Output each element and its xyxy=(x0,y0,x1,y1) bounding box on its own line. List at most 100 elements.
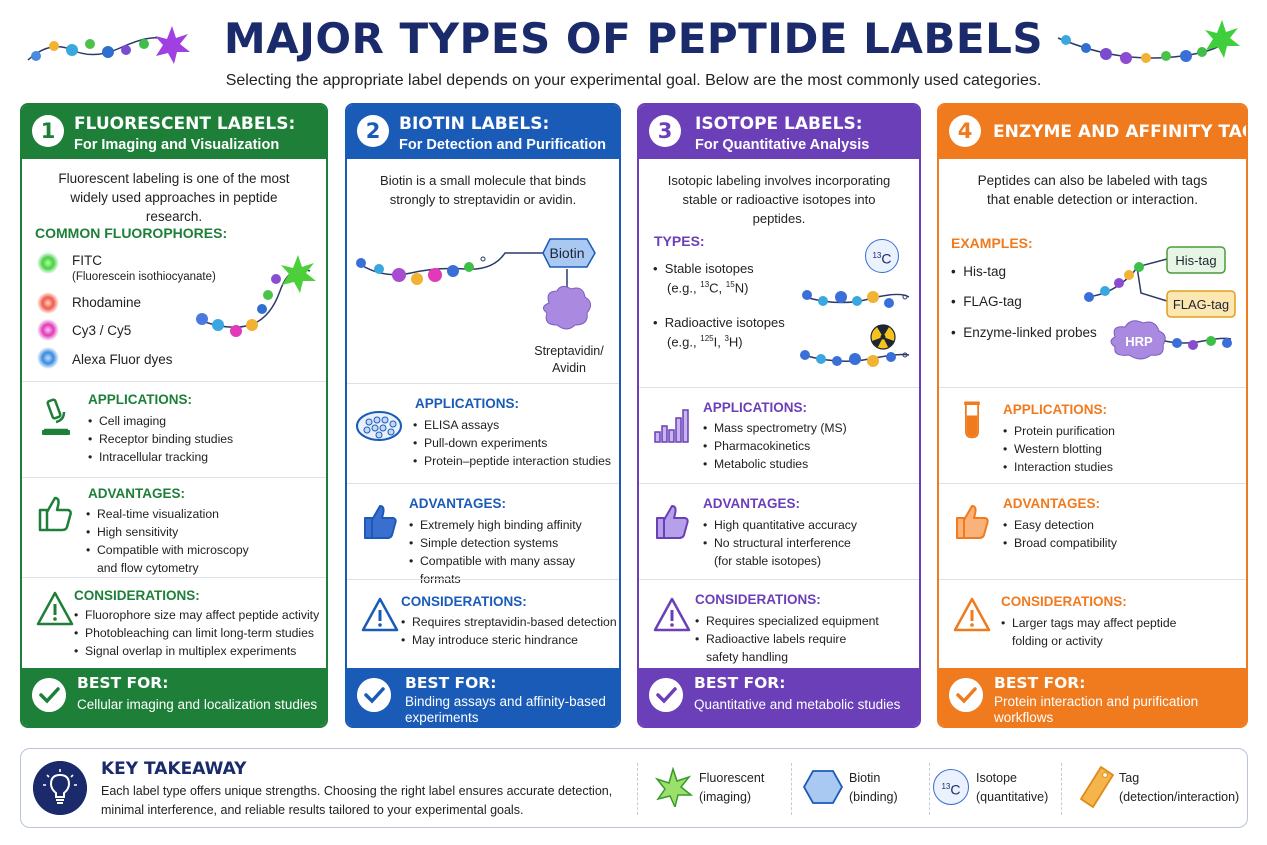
advantages-list: Real-time visualization High sensitivity… xyxy=(86,505,249,577)
advantages-title: ADVANTAGES: xyxy=(409,496,506,511)
type-example: (e.g., 13C, 15N) xyxy=(667,280,748,295)
legend-biotin: Biotin (binding) xyxy=(803,757,933,819)
example-name: FLAG-tag xyxy=(963,294,1022,309)
considerations-list: Requires streptavidin-based detection Ma… xyxy=(401,613,617,649)
divider xyxy=(791,763,792,815)
considerations-list: Fluorophore size may affect peptide acti… xyxy=(74,606,319,660)
takeaway-title: KEY TAKEAWAY xyxy=(101,759,247,779)
biotin-label: Biotin xyxy=(549,245,584,261)
tag-icon xyxy=(1080,766,1114,808)
hexagon-icon xyxy=(803,770,843,804)
legend-sub: (imaging) xyxy=(699,790,752,804)
divider xyxy=(637,763,638,815)
legend-sub: (binding) xyxy=(849,790,898,804)
considerations-title: CONSIDERATIONS: xyxy=(74,588,200,603)
takeaway-text: Each label type offers unique strengths.… xyxy=(101,784,613,817)
example-prefix: (e.g., xyxy=(667,334,701,350)
applications-section: APPLICATIONS: Protein purification Weste… xyxy=(939,387,1246,483)
thumbs-up-icon xyxy=(956,505,989,539)
best-for-text: Quantitative and metabolic studies xyxy=(694,697,901,712)
avidin-label: Avidin xyxy=(552,361,586,373)
bullet: • xyxy=(951,294,964,309)
column-title: ISOTOPE LABELS: xyxy=(695,114,863,134)
element: I, xyxy=(713,334,725,350)
mass-number: 13 xyxy=(872,251,882,260)
list-item: Protein–peptide interaction studies xyxy=(413,452,611,470)
list-item: Signal overlap in multiplex experiments xyxy=(74,642,319,660)
column-subtitle: For Quantitative Analysis xyxy=(695,137,870,153)
peptide-chain-left-icon xyxy=(27,26,190,64)
advantages-list: Easy detection Broad compatibility xyxy=(1003,516,1117,552)
advantages-title: ADVANTAGES: xyxy=(1003,496,1100,511)
mass-number: 3 xyxy=(724,334,729,343)
fluorophore-item: Rhodamine xyxy=(72,295,142,310)
legend-sub: (detection/interaction) xyxy=(1119,790,1240,804)
peptide-chain-right-icon xyxy=(1057,20,1240,64)
fluorescent-peptide-icon xyxy=(196,255,316,337)
column-number: 1 xyxy=(32,115,64,147)
advantages-title: ADVANTAGES: xyxy=(703,496,800,511)
column-number: 2 xyxy=(357,115,389,147)
best-for-title: BEST FOR: xyxy=(994,674,1086,692)
advantages-section: ADVANTAGES: Easy detection Broad compati… xyxy=(939,483,1246,579)
list-item: High quantitative accuracy xyxy=(703,516,857,534)
best-for-title: BEST FOR: xyxy=(694,674,786,692)
legend-name: Biotin xyxy=(849,771,881,785)
considerations-list: Requires specialized equipment Radioacti… xyxy=(695,612,879,666)
applications-title: APPLICATIONS: xyxy=(415,396,519,411)
fluorophore-item: FITC xyxy=(72,253,102,268)
thumbs-up-icon xyxy=(656,505,689,539)
column-header: 1 FLUORESCENT LABELS: For Imaging and Vi… xyxy=(22,105,326,159)
considerations-section: CONSIDERATIONS: Requires specialized equ… xyxy=(639,579,919,671)
list-item: Receptor binding studies xyxy=(88,430,233,448)
best-for-banner: BEST FOR: Binding assays and affinity-ba… xyxy=(347,668,619,726)
list-item: Interaction studies xyxy=(1003,458,1115,476)
best-for-title: BEST FOR: xyxy=(405,674,497,692)
applications-list: Cell imaging Receptor binding studies In… xyxy=(88,412,233,466)
column-number: 4 xyxy=(949,115,981,147)
warning-icon xyxy=(36,591,74,626)
considerations-list: Larger tags may affect peptide folding o… xyxy=(1001,614,1176,650)
warning-icon xyxy=(361,597,399,632)
element: H) xyxy=(728,334,743,350)
fluorophores-heading: COMMON FLUOROPHORES: xyxy=(35,225,228,241)
lightbulb-icon xyxy=(33,761,87,815)
column-title: ENZYME AND AFFINITY TAGS xyxy=(993,122,1248,142)
test-tube-icon xyxy=(964,401,980,439)
example-item: • FLAG-tag xyxy=(951,294,1022,309)
column-title: BIOTIN LABELS: xyxy=(399,114,550,134)
column-subtitle: For Imaging and Visualization xyxy=(74,137,280,153)
check-icon xyxy=(949,678,983,712)
isotope-badge-icon: 13C xyxy=(933,769,969,805)
mass-number: 13 xyxy=(700,280,710,289)
applications-section: APPLICATIONS: Mass spectrometry (MS) Pha… xyxy=(639,387,919,483)
check-icon xyxy=(649,678,683,712)
column-tags: 4 ENZYME AND AFFINITY TAGS Peptides can … xyxy=(937,103,1248,728)
column-title: FLUORESCENT LABELS: xyxy=(74,114,296,134)
list-item: folding or activity xyxy=(1012,634,1103,648)
warning-icon xyxy=(653,597,691,632)
list-item: Compatible with microscopy xyxy=(86,541,249,559)
best-for-text: Cellular imaging and localization studie… xyxy=(77,697,318,712)
advantages-section: ADVANTAGES: Extremely high binding affin… xyxy=(347,483,619,586)
column-subtitle: For Detection and Purification xyxy=(399,137,607,153)
advantages-list: Extremely high binding affinity Simple d… xyxy=(409,516,619,588)
applications-title: APPLICATIONS: xyxy=(88,392,192,407)
element: C xyxy=(950,781,961,798)
list-item: Pharmacokinetics xyxy=(703,437,847,455)
legend-name: Tag xyxy=(1119,771,1140,785)
column-header: 3 ISOTOPE LABELS: For Quantitative Analy… xyxy=(639,105,919,159)
type-item: • Stable isotopes xyxy=(653,261,754,276)
list-item: Photobleaching can limit long-term studi… xyxy=(74,624,319,642)
microscope-icon xyxy=(42,398,70,435)
list-item: Extremely high binding affinity xyxy=(409,516,619,534)
type-item: • Radioactive isotopes xyxy=(653,315,785,330)
fluorescent-star-icon xyxy=(654,767,693,807)
mass-number: 15 xyxy=(725,280,735,289)
best-for-title: BEST FOR: xyxy=(77,674,169,692)
element: C xyxy=(881,250,892,267)
list-item: Simple detection systems xyxy=(409,534,619,552)
fluorophore-item: Alexa Fluor dyes xyxy=(72,352,173,367)
list-item: Requires specialized equipment xyxy=(695,612,879,630)
list-item: and flow cytometry xyxy=(97,561,199,575)
